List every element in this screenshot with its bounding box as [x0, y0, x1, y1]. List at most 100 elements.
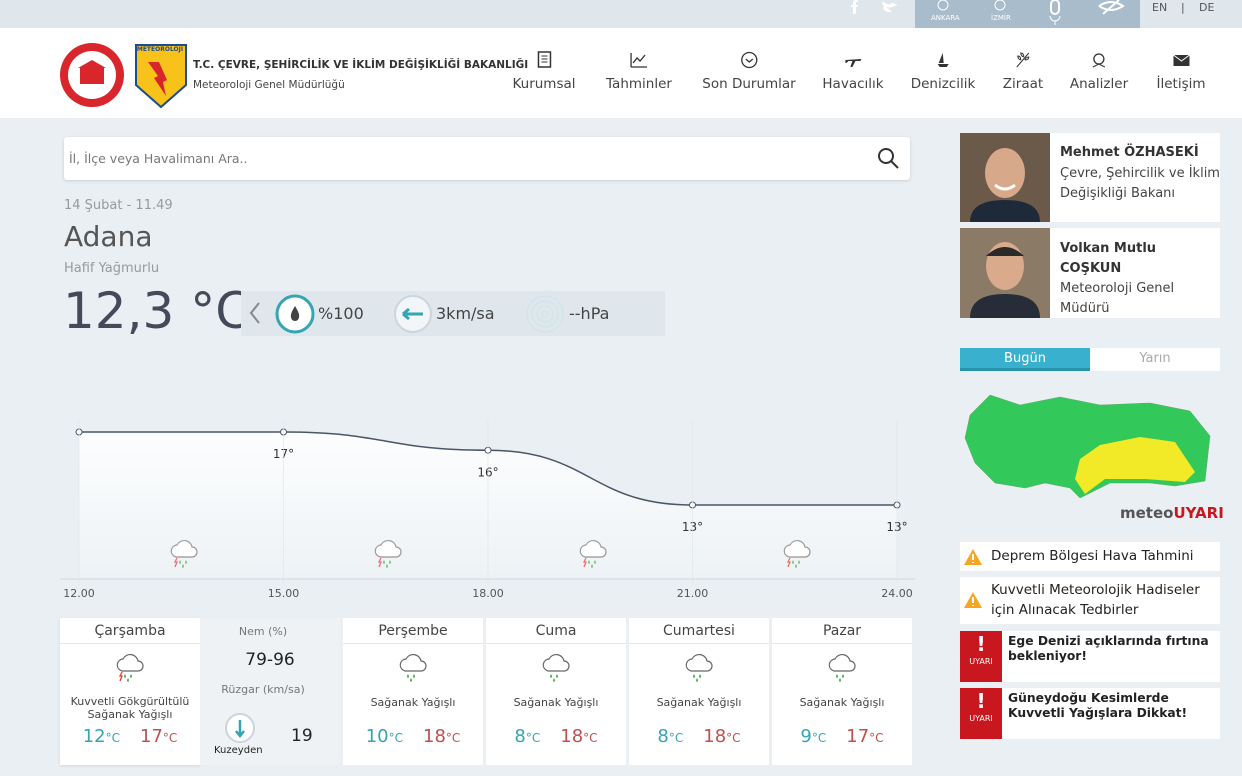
alert-icon: [964, 592, 982, 608]
nav-item[interactable]: Denizcilik: [910, 50, 976, 92]
x-tick-label: 12.00: [63, 587, 95, 600]
header: [0, 28, 1242, 118]
person-card[interactable]: Mehmet ÖZHASEKİ Çevre, Şehircilik ve İkl…: [960, 133, 1220, 222]
badge-text: UYARI: [969, 657, 993, 666]
tab[interactable]: Yarın: [1090, 348, 1220, 371]
city-link[interactable]: ANKARA: [931, 14, 960, 22]
unit: °C: [445, 731, 461, 745]
x-tick-label: 21.00: [677, 587, 709, 600]
logos[interactable]: [58, 40, 193, 110]
min-value: 10: [365, 726, 389, 747]
search-placeholder[interactable]: İl, İlçe veya Havalimanı Ara..: [69, 151, 248, 166]
nav-label[interactable]: İletişim: [1156, 76, 1206, 92]
link-text[interactable]: Kuvvetli Meteorolojik Hadiseler için Alı…: [991, 582, 1200, 618]
wind-speed: 19: [291, 726, 313, 746]
warning-badge: ! UYARI: [960, 688, 1002, 739]
max-temp: 17°C: [846, 726, 883, 747]
nav-item[interactable]: Ziraat: [1003, 50, 1043, 92]
max-value: 17: [846, 726, 870, 747]
max-temp: 18°C: [423, 726, 460, 747]
min-temp: 12°C: [83, 726, 120, 747]
org-name: Meteoroloji Genel Müdürlüğü: [193, 79, 345, 91]
nav-label[interactable]: Tahminler: [606, 76, 672, 92]
nav-item[interactable]: İletişim: [1156, 50, 1206, 92]
warning[interactable]: ! UYARI Ege Denizi açıklarında fırtına bek…: [960, 631, 1220, 682]
min-value: 9: [800, 726, 812, 747]
nav-label[interactable]: Kurumsal: [512, 76, 576, 92]
day-name: Cumartesi: [629, 618, 769, 644]
day-condition: Sağanak Yağışlı: [370, 696, 456, 709]
nav-item[interactable]: Son Durumlar: [702, 50, 796, 92]
warning-text[interactable]: Güneydoğu Kesimlerde Kuvvetli Yağışlara …: [1008, 691, 1188, 720]
nav-label[interactable]: Ziraat: [1002, 76, 1044, 92]
search-icon[interactable]: [877, 147, 901, 171]
nav-icon: [845, 59, 861, 67]
nav-label[interactable]: Analizler: [1069, 76, 1129, 92]
warning-map[interactable]: [960, 385, 1220, 530]
forecast-card[interactable]: Perşembe Sağanak Yağışlı 10°C 18°C: [343, 618, 483, 765]
nav-item[interactable]: Kurumsal: [512, 50, 576, 92]
nav-label[interactable]: Denizcilik: [910, 76, 976, 92]
max-value: 18: [560, 726, 584, 747]
logo-text: METEOROLOJİ: [136, 46, 184, 53]
unit: °C: [388, 731, 403, 745]
wind-label: Rüzgar (km/sa): [221, 683, 305, 696]
wind-direction: Kuzeyden: [214, 745, 263, 756]
map-brand: meteoUYARI: [1120, 504, 1224, 522]
language-link[interactable]: EN: [1152, 1, 1168, 14]
min-value: 8: [514, 726, 526, 747]
city-icons: [937, 0, 1125, 25]
nav-label[interactable]: Havacılık: [822, 76, 884, 92]
language-link[interactable]: DE: [1199, 1, 1215, 14]
forecast-card[interactable]: Cumartesi Sağanak Yağışlı 8°C 18°C: [629, 618, 769, 765]
weather-icon: [828, 654, 856, 682]
warning[interactable]: ! UYARI Güneydoğu Kesimlerde Kuvvetli Yağı…: [960, 688, 1220, 739]
person-name: Volkan Mutlu COŞKUN: [1060, 241, 1157, 276]
forecast-card[interactable]: Cuma Sağanak Yağışlı 8°C 18°C: [486, 618, 626, 765]
person-name: Mehmet ÖZHASEKİ: [1060, 145, 1199, 160]
unit: °C: [668, 731, 684, 745]
person-title: Meteoroloji Genel Müdürü: [1060, 281, 1175, 316]
ministry-name: T.C. ÇEVRE, ŞEHİRCİLİK VE İKLİM DEĞİŞİKL…: [193, 59, 529, 71]
x-tick-label: 18.00: [472, 587, 504, 600]
nav-icon: [1016, 52, 1030, 68]
day-name: Çarşamba: [60, 618, 200, 644]
info-link[interactable]: Kuvvetli Meteorolojik Hadiseler için Alı…: [960, 577, 1220, 624]
min-temp: 8°C: [657, 726, 683, 747]
person-card[interactable]: Volkan Mutlu COŞKUN Meteoroloji Genel Mü…: [960, 228, 1220, 318]
unit: °C: [105, 731, 120, 745]
min-value: 12: [82, 726, 106, 747]
day-name: Pazar: [772, 618, 912, 644]
info-link[interactable]: Deprem Bölgesi Hava Tahmini: [960, 542, 1220, 571]
max-value: 18: [703, 726, 727, 747]
nav-item[interactable]: Havacılık: [822, 50, 884, 92]
nav-label[interactable]: Son Durumlar: [702, 76, 796, 92]
nav-item[interactable]: Analizler: [1070, 50, 1128, 92]
pressure: --hPa: [569, 304, 610, 323]
link-text[interactable]: Deprem Bölgesi Hava Tahmini: [991, 548, 1194, 564]
day-name: Perşembe: [343, 618, 483, 644]
warning-text[interactable]: Ege Denizi açıklarında fırtına bekleniyo…: [1008, 634, 1209, 663]
nav-item[interactable]: Tahminler: [606, 50, 672, 92]
humidity-label: Nem (%): [238, 625, 288, 638]
tab-active[interactable]: Bugün: [960, 348, 1090, 371]
min-value: 8: [657, 726, 669, 747]
nav-icon: [537, 51, 551, 68]
city-link[interactable]: İZMİR: [991, 14, 1011, 22]
brand-part: meteo: [1120, 504, 1174, 522]
weather-icon: [116, 654, 144, 682]
nav-icon: [1172, 54, 1190, 66]
min-temp: 9°C: [800, 726, 826, 747]
humidity-range: 79-96: [245, 650, 295, 670]
search-box[interactable]: [64, 137, 910, 180]
max-value: 17: [140, 726, 163, 747]
weather-icon: [399, 654, 427, 682]
portrait: [960, 133, 1050, 222]
weather-icon: [685, 654, 713, 682]
day-condition: Sağanak Yağışlı: [513, 696, 599, 709]
social-icons[interactable]: [845, 0, 905, 16]
unit: °C: [869, 731, 884, 745]
details-panel: [200, 618, 340, 765]
forecast-card[interactable]: Pazar Sağanak Yağışlı 9°C 17°C: [772, 618, 912, 765]
forecast-card[interactable]: Çarşamba Kuvvetli Gökgürültülü Sağanak Y…: [60, 618, 200, 765]
